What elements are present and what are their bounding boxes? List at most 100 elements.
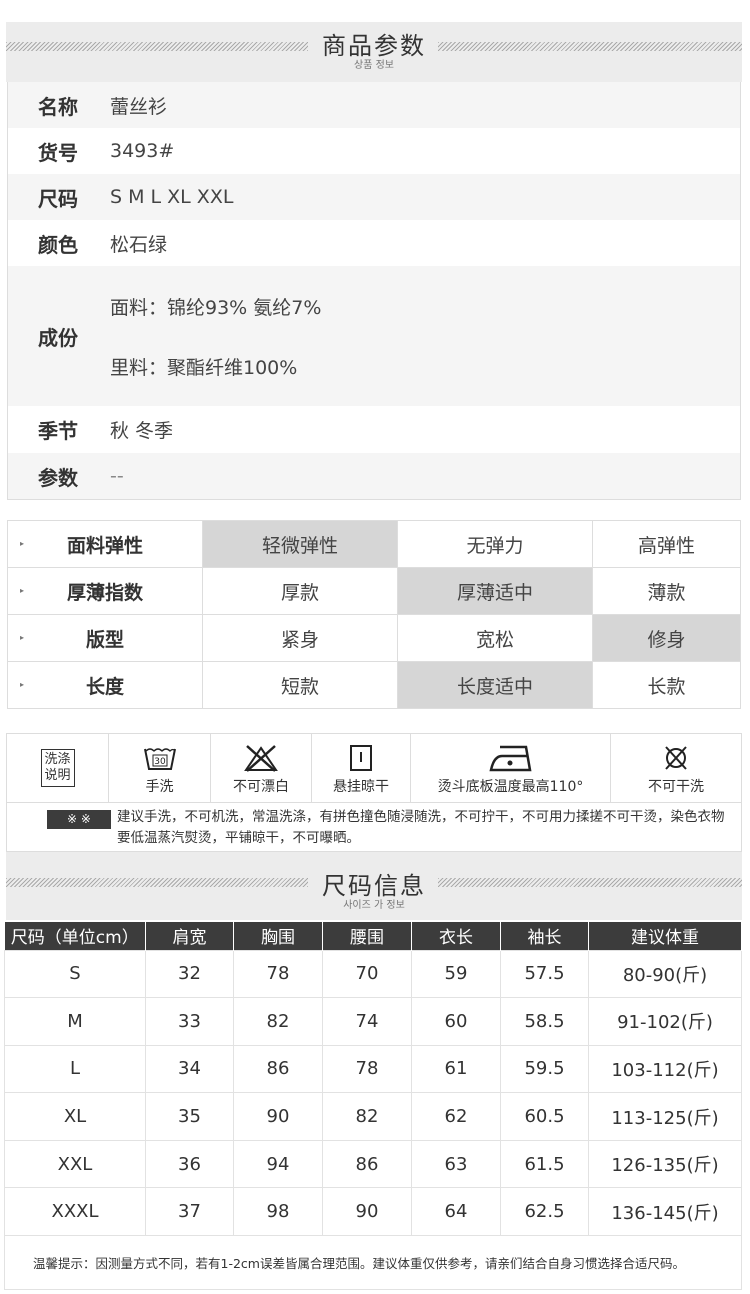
attribute-option: 薄款 — [592, 567, 741, 615]
attribute-label: 厚薄指数 — [66, 581, 143, 604]
size-cell: 82 — [233, 997, 323, 1046]
param-value: 面料：锦纶93% 氨纶7% — [110, 296, 322, 319]
attribute-row: ▸ 厚薄指数 厚款 厚薄适中 薄款 — [7, 567, 741, 615]
size-cell: 80-90(斤) — [588, 949, 742, 999]
size-row: M 33 82 74 60 58.5 91-102(斤) — [4, 997, 742, 1046]
size-cell: 82 — [322, 1092, 412, 1141]
param-value: 秋 冬季 — [110, 420, 174, 442]
size-cell: 86 — [233, 1044, 323, 1094]
size-cell: 61 — [411, 1044, 501, 1094]
param-row: 参数 -- — [8, 453, 740, 499]
attribute-label-cell: ▸ 版型 — [7, 614, 203, 662]
size-column-header: 建议体重 — [588, 922, 742, 950]
size-column-header: 肩宽 — [145, 922, 234, 950]
attribute-row: ▸ 面料弹性 轻微弹性 无弹力 高弹性 — [7, 520, 741, 568]
size-cell: 70 — [322, 949, 412, 999]
param-label: 成份 — [38, 325, 78, 350]
size-cell: 98 — [233, 1187, 323, 1237]
attribute-option: 长款 — [592, 661, 741, 709]
size-header: 尺码信息 사이즈 가 정보 — [6, 852, 742, 920]
triangle-icon: ▸ — [20, 539, 25, 548]
size-cell: 35 — [145, 1092, 234, 1141]
size-row: XL 35 90 82 62 60.5 113-125(斤) — [4, 1092, 742, 1141]
params-table: 名称 蕾丝衫 货号 3493# 尺码 S M L XL XXL 颜色 松石绿 成份 面料… — [7, 82, 741, 500]
iron-icon — [488, 745, 531, 772]
svg-text:30: 30 — [154, 757, 166, 767]
size-column-header: 衣长 — [411, 922, 501, 950]
wash-item: 悬挂晾干 — [311, 733, 411, 803]
size-column-header: 尺码（单位cm） — [4, 922, 146, 950]
size-column-header: 胸围 — [233, 922, 323, 950]
size-row: XXXL 37 98 90 64 62.5 136-145(斤) — [4, 1187, 742, 1237]
param-value: 里料：聚酯纤维100% — [110, 356, 298, 379]
footnote: 温馨提示：因测量方式不同，若有1-2cm误差皆属合理范围。建议体重仅供参考，请亲… — [4, 1236, 742, 1290]
attribute-row: ▸ 长度 短款 长度适中 长款 — [7, 661, 741, 709]
params-title: 商品参数 — [322, 32, 426, 60]
wash-label: 不可干洗 — [648, 779, 704, 795]
attribute-option-selected: 轻微弹性 — [202, 520, 398, 568]
wash-label: 悬挂晾干 — [333, 779, 389, 795]
wash-item: 不可干洗 — [610, 733, 742, 803]
size-cell: 61.5 — [500, 1139, 589, 1189]
param-value: -- — [110, 465, 124, 487]
size-cell: 90 — [233, 1092, 323, 1141]
attribute-label-cell: ▸ 厚薄指数 — [7, 567, 203, 615]
size-cell: 113-125(斤) — [588, 1092, 742, 1141]
size-cell: 58.5 — [500, 997, 589, 1046]
param-row: 颜色 松石绿 — [8, 220, 740, 266]
size-cell: 86 — [322, 1139, 412, 1189]
size-column-header: 腰围 — [322, 922, 412, 950]
wash-item: 烫斗底板温度最高110° — [410, 733, 611, 803]
attribute-label-cell: ▸ 长度 — [7, 661, 203, 709]
size-cell: 78 — [322, 1044, 412, 1094]
param-value: 蕾丝衫 — [110, 95, 168, 118]
size-table: 尺码（单位cm） 肩宽 胸围 腰围 衣长 袖长 建议体重 S 32 78 70 59 57.5 80-9… — [4, 922, 742, 1237]
size-cell: 64 — [411, 1187, 501, 1237]
size-cell: 33 — [145, 997, 234, 1046]
params-header: 商品参数 상품 정보 — [6, 22, 742, 82]
size-cell: XL — [4, 1092, 146, 1141]
size-cell: 103-112(斤) — [588, 1044, 742, 1094]
size-column-header: 袖长 — [500, 922, 589, 950]
attribute-option: 短款 — [202, 661, 398, 709]
size-cell: 37 — [145, 1187, 234, 1237]
attribute-label: 版型 — [85, 628, 124, 651]
param-value: S M L XL XXL — [110, 186, 234, 208]
hand-wash-30-icon: 30 — [143, 748, 176, 770]
wash-item: 30 手洗 — [108, 733, 211, 803]
param-label: 名称 — [38, 94, 78, 119]
size-cell: 126-135(斤) — [588, 1139, 742, 1189]
param-value: 松石绿 — [110, 233, 168, 256]
size-title: 尺码信息 — [322, 872, 426, 900]
wash-badge-cell: 洗涤说明 — [6, 733, 109, 803]
size-subtitle: 사이즈 가 정보 — [343, 900, 405, 911]
param-label: 参数 — [38, 465, 78, 490]
wash-item: 不可漂白 — [210, 733, 312, 803]
wash-instructions: 洗涤说明 30 手洗 不可漂白 悬挂晾干 烫斗底板温度最高110° 不可干洗 — [6, 733, 742, 803]
size-cell: 90 — [322, 1187, 412, 1237]
size-row: S 32 78 70 59 57.5 80-90(斤) — [4, 949, 742, 999]
size-cell: 60 — [411, 997, 501, 1046]
no-bleach-icon — [244, 745, 278, 772]
size-cell: 36 — [145, 1139, 234, 1189]
no-dry-clean-icon — [665, 746, 687, 770]
param-row: 货号 3493# — [8, 128, 740, 174]
hang-dry-icon — [350, 745, 372, 771]
wash-label: 手洗 — [145, 779, 174, 795]
triangle-icon: ▸ — [20, 633, 25, 642]
attribute-label: 长度 — [85, 675, 124, 698]
param-label: 颜色 — [38, 232, 78, 257]
attribute-option-selected: 修身 — [592, 614, 741, 662]
size-cell: XXXL — [4, 1187, 146, 1237]
size-cell: S — [4, 949, 146, 999]
size-cell: 59.5 — [500, 1044, 589, 1094]
triangle-icon: ▸ — [20, 680, 25, 689]
attribute-option: 紧身 — [202, 614, 398, 662]
size-cell: L — [4, 1044, 146, 1094]
size-cell: 32 — [145, 949, 234, 999]
wash-label: 烫斗底板温度最高110° — [437, 779, 584, 795]
size-cell: 57.5 — [500, 949, 589, 999]
param-row: 尺码 S M L XL XXL — [8, 174, 740, 220]
attribute-option: 高弹性 — [592, 520, 741, 568]
param-label: 货号 — [38, 140, 78, 165]
